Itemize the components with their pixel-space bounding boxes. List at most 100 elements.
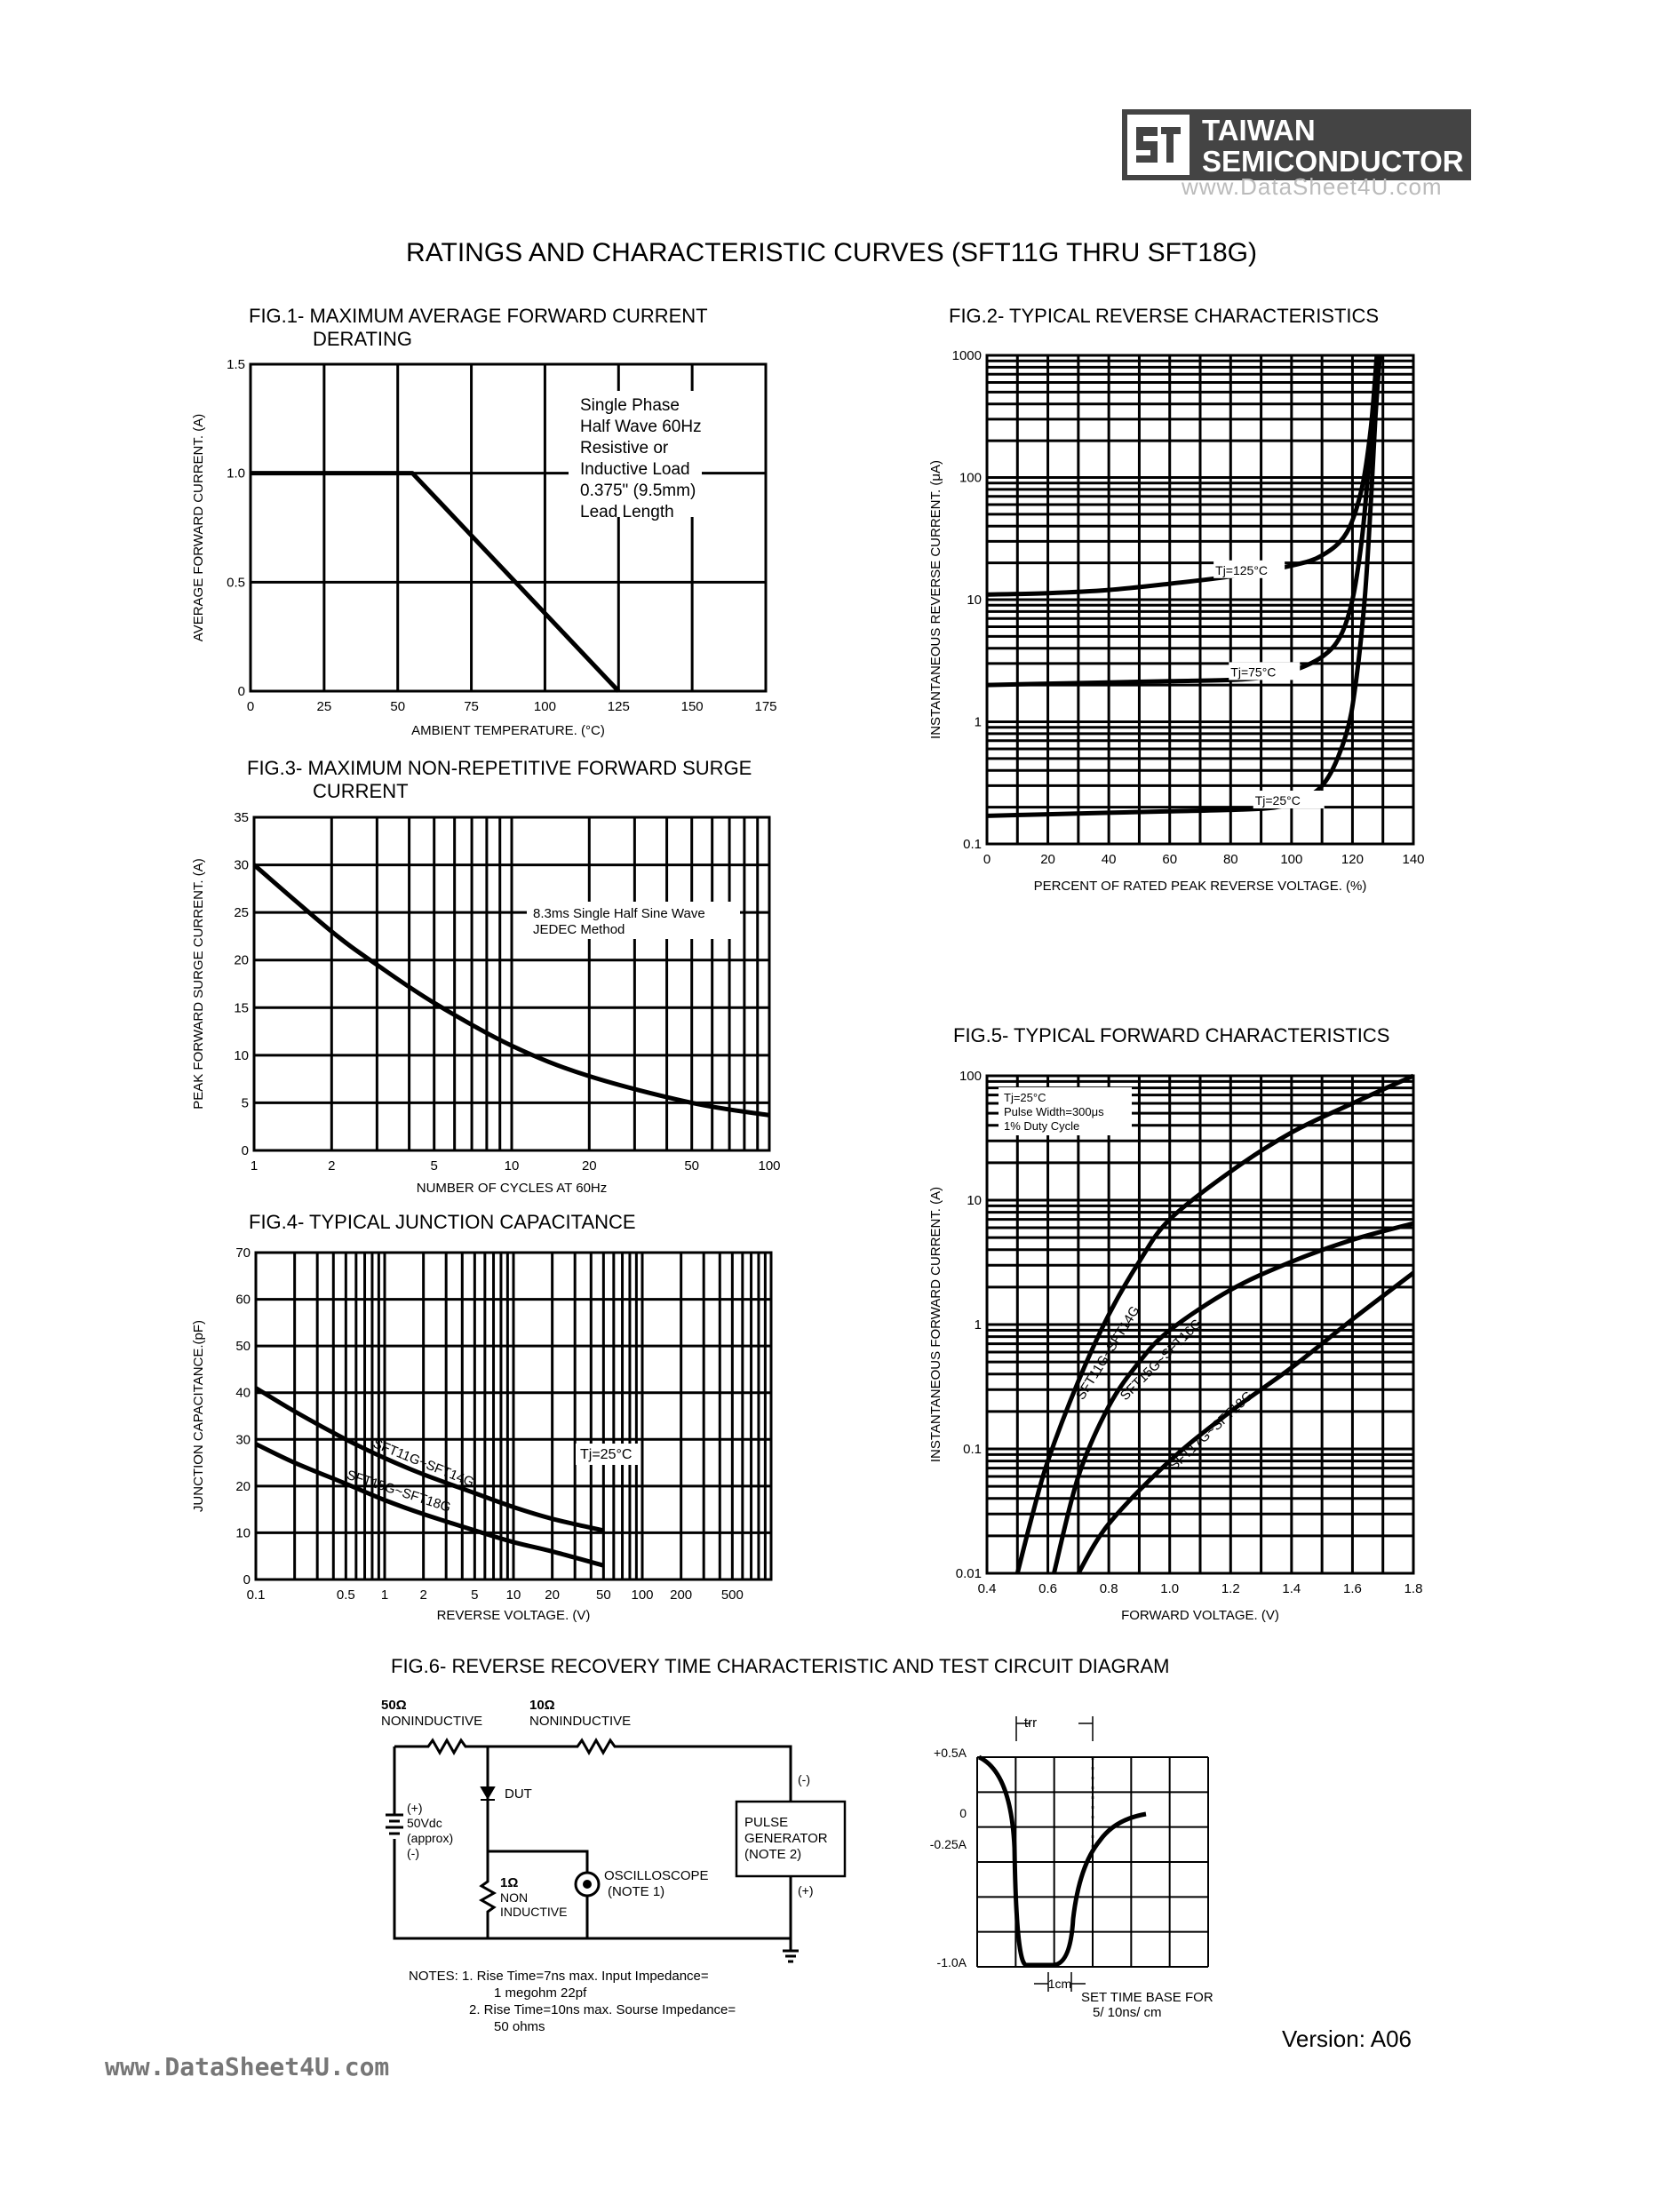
fig5-xtick-label: 0.4 <box>978 1581 997 1596</box>
wave-y-label-1: 0 <box>959 1806 967 1820</box>
gen-line-1: PULSE <box>744 1815 788 1830</box>
fig5-xtick-label: 1.8 <box>1404 1581 1423 1596</box>
fig4-xtick-label: 2 <box>419 1587 426 1603</box>
fig2-chart: 0 20 40 60 80 100 120 140 0.1 1 10 100 1000 PERCENT O… <box>928 348 1425 894</box>
fig1-xtick-label: 125 <box>608 699 630 714</box>
fig1-series-line <box>251 471 621 693</box>
fig4-title: FIG.4- TYPICAL JUNCTION CAPACITANCE <box>249 1211 636 1233</box>
r3-line-2: INDUCTIVE <box>500 1905 567 1919</box>
fig2-series-line <box>986 354 1382 818</box>
fig1-annotation-line: Single Phase <box>580 396 680 415</box>
fig3-xtick-label: 5 <box>431 1158 438 1174</box>
timebase-line-2: 5/ 10ns/ cm <box>1093 2005 1162 2020</box>
fig4-ytick-label: 20 <box>235 1479 251 1494</box>
battery-icon <box>386 1813 403 1835</box>
r2-label: NONINDUCTIVE <box>529 1714 631 1729</box>
fig5-annotation-line: 1% Duty Cycle <box>1004 1119 1079 1133</box>
fig3-ytick-label: 15 <box>234 1000 249 1015</box>
fig5-annotation-line: Pulse Width=300μs <box>1004 1105 1104 1118</box>
fig1-annotation-line: Inductive Load <box>580 460 690 479</box>
note-line-3: 2. Rise Time=10ns max. Sourse Impedance= <box>469 2002 736 2017</box>
fig2-ytick-label: 10 <box>967 593 982 608</box>
brand-line-1: TAIWAN <box>1202 114 1316 147</box>
fig2-series-label: Tj=125°C <box>1215 563 1268 577</box>
fig5-xtick-label: 1.0 <box>1160 1581 1179 1596</box>
note-line-4: 50 ohms <box>494 2019 545 2034</box>
fig4-annotation-line: Tj=25°C <box>580 1447 632 1462</box>
fig5-xtick-label: 1.4 <box>1282 1581 1301 1596</box>
fig3-ytick-label: 10 <box>234 1048 249 1063</box>
fig4-xtick-label: 100 <box>631 1587 653 1603</box>
fig1-xtick-label: 175 <box>754 699 776 714</box>
dut-branch-wire <box>478 1747 497 1938</box>
fig1-chart: 0 25 50 75 100 125 150 175 0 0.5 1.0 1.5 AMBIENT TEM… <box>191 357 777 738</box>
page-title: RATINGS AND CHARACTERISTIC CURVES (SFT11… <box>406 238 1257 267</box>
fig2-xtick-label: 100 <box>1280 852 1302 867</box>
fig3-ytick-label: 30 <box>234 858 249 873</box>
cm-label: 1cm <box>1048 1977 1071 1991</box>
fig2-series-label-bg <box>1213 560 1285 578</box>
fig2-plot-frame <box>985 354 1415 846</box>
fig4-ytick-label: 70 <box>235 1245 251 1261</box>
fig2-title: FIG.2- TYPICAL REVERSE CHARACTERISTICS <box>949 305 1380 327</box>
top-wire <box>394 1737 792 1802</box>
header-watermark: www.DataSheet4U.com <box>1182 173 1443 200</box>
fig3-xtick-label: 1 <box>251 1158 258 1174</box>
fig5-plot-frame <box>985 1074 1415 1575</box>
fig5-xtick-label: 1.2 <box>1221 1581 1240 1596</box>
fig1-xtick-label: 50 <box>390 699 405 714</box>
fig3-annotation-line: 8.3ms Single Half Sine Wave <box>533 906 705 921</box>
left-bottom-wire <box>393 1747 792 1940</box>
fig5-xtick-label: 0.8 <box>1100 1581 1118 1596</box>
diode-icon <box>480 1786 496 1801</box>
fig2-series-line <box>986 354 1380 597</box>
fig1-ytick-label: 0 <box>238 684 245 699</box>
fig5-ylabel: INSTANTANEOUS FORWARD CURRENT. (A) <box>928 1187 943 1462</box>
fig1-title: FIG.1- MAXIMUM AVERAGE FORWARD CURRENT D… <box>249 305 708 351</box>
source-value: 50Vdc <box>407 1816 442 1830</box>
fig5-ytick-label: 0.1 <box>963 1442 982 1457</box>
fig2-series-label-bg <box>1229 662 1301 680</box>
fig5-ytick-label: 0.01 <box>956 1566 982 1581</box>
fig4-chart: 0.1 0.5 1 2 5 10 20 50 100 200 500 0 10 20 30 40 50 60 70 R… <box>191 1245 773 1623</box>
fig2-xtick-label: 20 <box>1040 852 1055 867</box>
fig1-plot-frame <box>249 362 768 693</box>
fig2-series-line <box>986 354 1381 688</box>
fig5-grid <box>985 1076 1415 1575</box>
fig6-title: FIG.6- REVERSE RECOVERY TIME CHARACTERIS… <box>391 1655 1170 1677</box>
fig3-xtick-label: 100 <box>758 1158 780 1174</box>
fig1-ytick-label: 1.0 <box>227 466 245 481</box>
timebase-line-1: SET TIME BASE FOR <box>1081 1990 1213 2005</box>
oscilloscope-icon <box>574 1871 601 1898</box>
wave-y-label-2: -0.25A <box>930 1837 967 1851</box>
gen-line-3: (NOTE 2) <box>744 1847 801 1862</box>
footer-watermark: www.DataSheet4U.com <box>105 2052 390 2081</box>
fig5-ytick-label: 10 <box>967 1193 982 1208</box>
fig1-xtick-label: 75 <box>464 699 479 714</box>
fig1-xtick-label: 0 <box>247 699 254 714</box>
fig4-xtick-label: 500 <box>721 1587 744 1603</box>
gen-plus: (+) <box>798 1883 814 1898</box>
fig4-ytick-label: 40 <box>235 1386 251 1401</box>
fig4-ytick-label: 0 <box>243 1572 251 1587</box>
note-line-2: 1 megohm 22pf <box>494 1985 587 2001</box>
fig3-xtick-label: 20 <box>582 1158 597 1174</box>
fig6-waveform: trr +0.5A 0 -0.25A -1.0A 1cm SET TIME BA… <box>930 1715 1213 2020</box>
fig3-xtick-label: 50 <box>684 1158 699 1174</box>
fig4-ytick-label: 30 <box>235 1432 251 1447</box>
fig4-xtick-label: 5 <box>471 1587 478 1603</box>
fig1-xlabel: AMBIENT TEMPERATURE. (°C) <box>411 723 605 738</box>
fig1-annotation-line: Resistive or <box>580 439 669 458</box>
fig4-ytick-label: 50 <box>235 1339 251 1354</box>
fig2-grid <box>985 355 1415 846</box>
fig3-xtick-label: 10 <box>505 1158 520 1174</box>
wave-y-label-3: -1.0A <box>937 1955 967 1969</box>
fig1-annotation-bg <box>569 391 702 517</box>
fig4-series-line <box>254 1442 605 1568</box>
fig2-ytick-label: 0.1 <box>963 837 982 852</box>
fig2-series-label: Tj=75°C <box>1230 664 1276 679</box>
fig2-xtick-label: 120 <box>1341 852 1364 867</box>
fig1-xtick-label: 25 <box>317 699 332 714</box>
fig4-ylabel: JUNCTION CAPACITANCE.(pF) <box>191 1320 206 1512</box>
fig4-grid <box>254 1251 771 1581</box>
